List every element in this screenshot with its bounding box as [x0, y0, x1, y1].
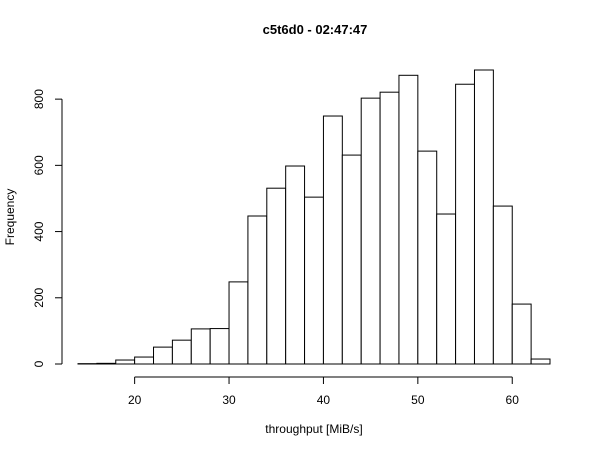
bar [417, 150, 438, 365]
x-tick-label: 50 [411, 393, 425, 407]
bar [190, 328, 211, 365]
bar [96, 362, 117, 365]
bar [266, 187, 287, 365]
bar [134, 356, 155, 365]
x-axis-label: throughput [MiB/s] [265, 422, 362, 436]
bar [209, 328, 230, 365]
y-axis-label: Frequency [3, 189, 17, 246]
bar [341, 154, 362, 365]
bar [511, 303, 532, 365]
y-tick-label: 0 [32, 360, 46, 367]
y-tick-label: 600 [32, 155, 46, 175]
y-tick-label: 200 [32, 287, 46, 307]
bar [530, 358, 551, 365]
x-tick-label: 40 [317, 393, 331, 407]
bar [436, 213, 457, 365]
bar [379, 91, 400, 365]
bar [153, 346, 173, 365]
bar [455, 83, 475, 365]
bar [360, 97, 381, 365]
y-tick-label: 400 [32, 221, 46, 241]
bar [492, 205, 513, 365]
bar [398, 74, 419, 365]
bar [473, 69, 494, 365]
chart-title: c5t6d0 - 02:47:47 [263, 22, 368, 37]
x-tick-label: 60 [506, 393, 520, 407]
bar [228, 281, 249, 365]
bar [247, 215, 268, 365]
bar [171, 339, 192, 365]
x-tick-label: 20 [128, 393, 142, 407]
x-tick-label: 30 [222, 393, 236, 407]
bar [115, 359, 136, 365]
bar [304, 196, 324, 365]
bar [322, 115, 343, 365]
bar [285, 165, 306, 365]
y-tick-label: 800 [32, 89, 46, 109]
